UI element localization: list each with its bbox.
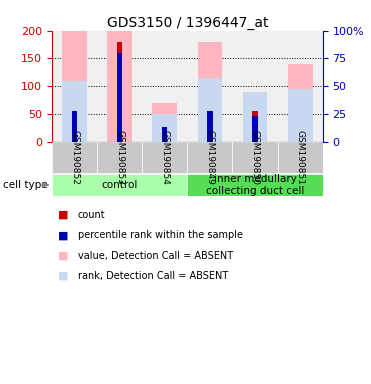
- Text: GSM190849: GSM190849: [206, 130, 214, 185]
- Bar: [52, 174, 187, 196]
- Text: control: control: [101, 180, 138, 190]
- Bar: [107, 31, 132, 142]
- Bar: [252, 111, 258, 142]
- Bar: [117, 53, 122, 142]
- Bar: [142, 142, 187, 173]
- Bar: [197, 78, 222, 142]
- Text: GSM190851: GSM190851: [296, 130, 305, 185]
- Text: rank, Detection Call = ABSENT: rank, Detection Call = ABSENT: [78, 271, 228, 281]
- Bar: [252, 116, 258, 142]
- Bar: [62, 31, 87, 142]
- Text: percentile rank within the sample: percentile rank within the sample: [78, 230, 243, 240]
- Bar: [52, 142, 97, 173]
- Bar: [197, 42, 222, 142]
- Bar: [187, 174, 323, 196]
- Bar: [207, 111, 213, 142]
- Text: GSM190852: GSM190852: [70, 130, 79, 185]
- Bar: [97, 142, 142, 173]
- Bar: [152, 103, 177, 142]
- Text: ■: ■: [58, 230, 68, 240]
- Text: ■: ■: [58, 271, 68, 281]
- Title: GDS3150 / 1396447_at: GDS3150 / 1396447_at: [106, 16, 268, 30]
- Bar: [278, 142, 323, 173]
- Text: ■: ■: [58, 210, 68, 220]
- Text: GSM190853: GSM190853: [115, 130, 124, 185]
- Bar: [288, 89, 313, 142]
- Bar: [233, 142, 278, 173]
- Bar: [187, 142, 233, 173]
- Text: value, Detection Call = ABSENT: value, Detection Call = ABSENT: [78, 251, 233, 261]
- Bar: [162, 127, 167, 142]
- Bar: [288, 64, 313, 142]
- Text: inner medullary
collecting duct cell: inner medullary collecting duct cell: [206, 174, 304, 196]
- Text: GSM190854: GSM190854: [160, 130, 169, 185]
- Bar: [243, 92, 267, 142]
- Text: count: count: [78, 210, 105, 220]
- Bar: [152, 114, 177, 142]
- Bar: [72, 111, 77, 142]
- Text: GSM190850: GSM190850: [250, 130, 260, 185]
- Text: cell type: cell type: [3, 180, 47, 190]
- Text: ■: ■: [58, 251, 68, 261]
- Bar: [117, 42, 122, 142]
- Bar: [62, 81, 87, 142]
